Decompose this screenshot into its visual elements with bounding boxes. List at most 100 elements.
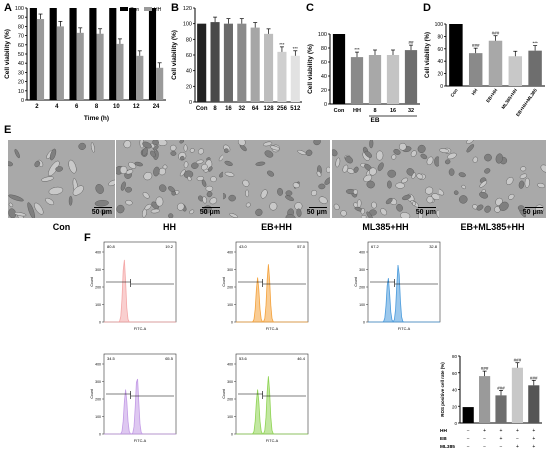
x-tick-label: 10 (113, 104, 120, 110)
scale-bar-label: 50 μm (522, 209, 543, 216)
scale-bar (418, 206, 436, 208)
y-tick-label: 60 (186, 53, 192, 59)
bar (290, 55, 300, 102)
histogram-curve (368, 264, 440, 323)
cell (479, 191, 488, 199)
micrograph-ml385-hh: 50 μm (332, 140, 439, 218)
bar (479, 376, 491, 423)
cell (143, 172, 153, 181)
cell (260, 189, 268, 199)
y-tick-label: 0 (324, 102, 327, 108)
y-axis-label: Count (90, 277, 94, 286)
y-axis-label: Count (222, 277, 226, 286)
y-axis-label: Cell viability (%) (4, 29, 11, 79)
cell-texture (439, 140, 546, 218)
x-tick-label: EB+HH+ML385 (515, 87, 538, 117)
cell (400, 212, 411, 218)
cell (297, 149, 307, 155)
cell (150, 150, 156, 158)
x-tick-label: 24 (153, 104, 160, 110)
micrograph-hh: 50 μm (116, 140, 223, 218)
y-tick-label: 100 (227, 303, 233, 307)
treatment-mark: + (516, 444, 519, 450)
significance-mark: ## (408, 40, 414, 45)
gate-percent-right: 19.2 (165, 244, 174, 249)
chart-a-time-course: 0 10 20 30 40 50 60 70 80 90 100 Cell viability (%)… (4, 6, 166, 122)
cell (134, 161, 143, 167)
cell (371, 201, 377, 209)
legend-label-hh: HH (154, 7, 162, 13)
cell (144, 203, 152, 211)
scale-bar-label: 50 μm (199, 209, 220, 216)
histogram-hh: 0 100 200 300 400 Count FITC-A 43.0 57.0 (222, 241, 309, 331)
cell (49, 148, 57, 161)
cell (401, 177, 409, 184)
y-tick-label: 0 (440, 84, 443, 90)
cell (155, 196, 164, 207)
cell (292, 182, 300, 189)
cell (209, 197, 218, 205)
cell (364, 150, 372, 158)
cell (380, 208, 387, 216)
y-tick-label: 0 (99, 321, 101, 325)
cell (506, 177, 514, 185)
cell (313, 140, 321, 146)
bar (350, 57, 364, 104)
bar-con (49, 8, 57, 100)
y-tick-label: 100 (15, 6, 24, 12)
cell (285, 190, 293, 196)
bar (508, 56, 523, 86)
cell (267, 170, 275, 177)
y-axis-label: Cell viability (%) (171, 30, 178, 80)
cell (68, 159, 77, 174)
chart-f-ros-rate: 0 20 40 60 80 ROS positive cell rate (%) ### ##… (440, 354, 542, 450)
y-tick-label: 200 (95, 286, 101, 290)
cell (189, 209, 195, 215)
cell (466, 144, 475, 153)
cell (34, 160, 41, 168)
bar (277, 51, 287, 102)
y-tick-label: 60 (18, 43, 24, 49)
cell (387, 169, 397, 178)
cell (150, 208, 160, 214)
cell (466, 140, 474, 144)
bar (404, 50, 418, 104)
cell (296, 208, 302, 217)
cell (159, 184, 167, 192)
treatment-mark: − (467, 444, 470, 450)
cell (425, 186, 434, 195)
cell (116, 204, 125, 214)
micrograph-eb-ml385-hh: 50 μm (439, 140, 546, 218)
gate-percent-left: 53.6 (239, 356, 248, 361)
significance-mark: *** (354, 47, 360, 52)
cell (158, 167, 166, 176)
panel-label-e: E (4, 124, 12, 136)
x-tick-label: 4 (55, 104, 59, 110)
x-tick-label: 32 (408, 108, 414, 114)
cell (393, 149, 401, 155)
cell (333, 203, 340, 210)
cell (27, 202, 36, 218)
cell (479, 180, 488, 188)
cell (205, 185, 214, 192)
cell (14, 212, 27, 217)
cell (34, 202, 44, 215)
bar-con (148, 8, 157, 100)
bar (449, 24, 463, 86)
cell (445, 159, 451, 165)
x-axis-label: Time (h) (84, 115, 109, 122)
gate-percent-left: 67.2 (371, 244, 380, 249)
cell (439, 188, 445, 196)
x-tick-label: 16 (390, 108, 396, 114)
y-tick-label: 80 (321, 46, 327, 52)
legend-swatch-hh (144, 7, 152, 11)
x-tick-label: Con (196, 106, 208, 112)
treatment-mark: − (483, 444, 486, 450)
treatment-mark: − (500, 444, 503, 450)
scale-bar (309, 206, 327, 208)
scale-bar (202, 206, 220, 208)
y-tick-label: 0 (363, 321, 365, 325)
cell (417, 144, 426, 154)
cell (8, 202, 14, 207)
cell (391, 154, 397, 160)
